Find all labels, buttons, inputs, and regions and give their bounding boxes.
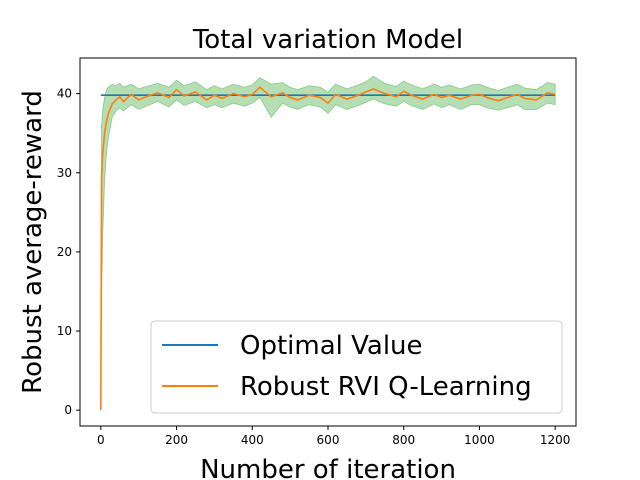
legend-label-optimal-value: Optimal Value [240, 331, 423, 361]
series-line-layer [100, 86, 556, 411]
x-tick-label: 1000 [464, 433, 495, 447]
chart-title: Total variation Model [192, 25, 463, 55]
x-tick-label: 200 [165, 433, 188, 447]
y-axis-ticks: 0 10 20 30 40 [57, 87, 80, 417]
x-tick-label: 0 [97, 433, 105, 447]
x-axis-ticks: 0 200 400 600 800 1000 1200 [97, 426, 570, 447]
y-tick-label: 20 [57, 245, 72, 259]
y-tick-label: 0 [64, 403, 72, 417]
y-tick-label: 30 [57, 166, 72, 180]
series-line-robust-rvi-q-learning [100, 86, 556, 411]
x-tick-label: 800 [392, 433, 415, 447]
x-axis-title: Number of iteration [200, 455, 456, 480]
plot-area [100, 75, 556, 411]
legend: Optimal Value Robust RVI Q-Learning [150, 320, 563, 414]
legend-label-robust-rvi-q-learning: Robust RVI Q-Learning [240, 372, 532, 402]
x-tick-label: 400 [241, 433, 264, 447]
y-tick-label: 10 [57, 324, 72, 338]
x-tick-label: 600 [317, 433, 340, 447]
x-tick-label: 1200 [540, 433, 571, 447]
y-tick-label: 40 [57, 87, 72, 101]
y-axis-title: Robust average-reward [18, 90, 48, 394]
legend-box [150, 320, 563, 414]
